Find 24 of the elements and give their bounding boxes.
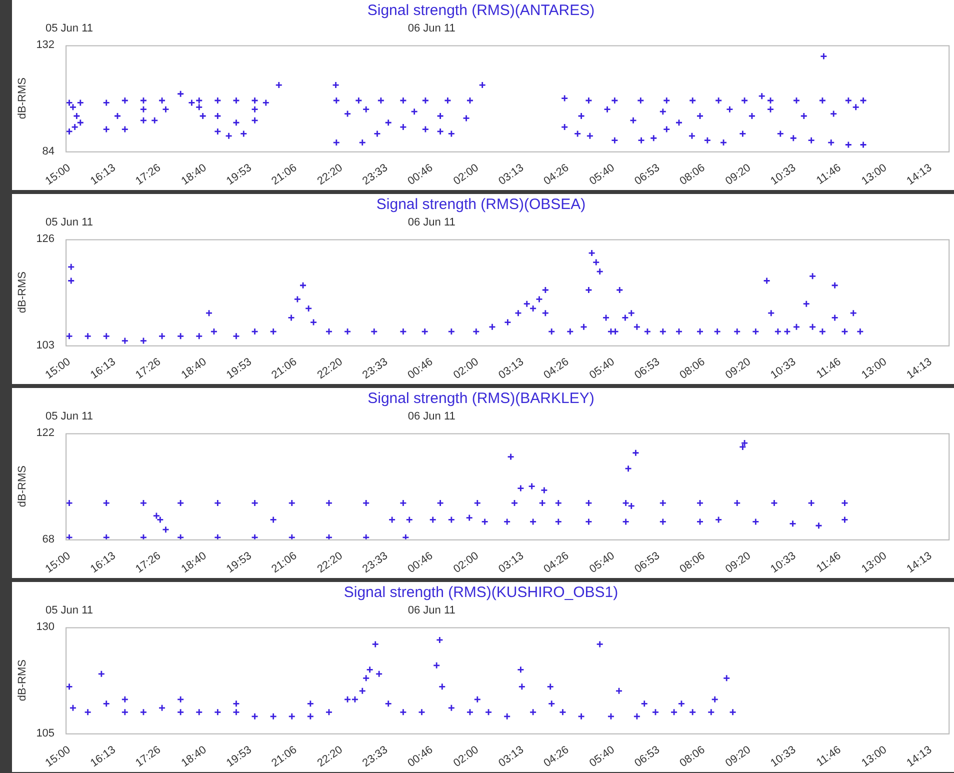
chart-title: Signal strength (RMS)(KUSHIRO_OBS1) — [344, 584, 618, 602]
x2-tick-label: 06 Jun 11 — [408, 410, 456, 423]
x2-tick-label: 05 Jun 11 — [46, 604, 94, 617]
y-tick-label: 105 — [36, 727, 55, 740]
y-tick-label: 68 — [42, 533, 55, 546]
y-tick-label: 132 — [36, 39, 55, 52]
y-axis-title: dB-RMS — [16, 466, 29, 508]
y-tick-label: 84 — [42, 145, 55, 158]
y-axis-title: dB-RMS — [16, 272, 29, 314]
y-tick-label: 130 — [36, 621, 55, 634]
y-tick-label: 126 — [36, 233, 55, 246]
y-axis-title: dB-RMS — [16, 78, 29, 120]
chart-title: Signal strength (RMS)(OBSEA) — [376, 196, 586, 214]
y-axis-title: dB-RMS — [16, 660, 29, 702]
x2-tick-label: 05 Jun 11 — [46, 410, 94, 423]
y-tick-label: 103 — [36, 339, 55, 352]
x2-tick-label: 06 Jun 11 — [408, 216, 456, 229]
y-tick-label: 122 — [36, 427, 55, 440]
chart-title: Signal strength (RMS)(BARKLEY) — [368, 390, 594, 408]
x2-tick-label: 06 Jun 11 — [408, 22, 456, 35]
chart-title: Signal strength (RMS)(ANTARES) — [367, 2, 595, 20]
x2-tick-label: 05 Jun 11 — [46, 22, 94, 35]
x2-tick-label: 06 Jun 11 — [408, 604, 456, 617]
x2-tick-label: 05 Jun 11 — [46, 216, 94, 229]
